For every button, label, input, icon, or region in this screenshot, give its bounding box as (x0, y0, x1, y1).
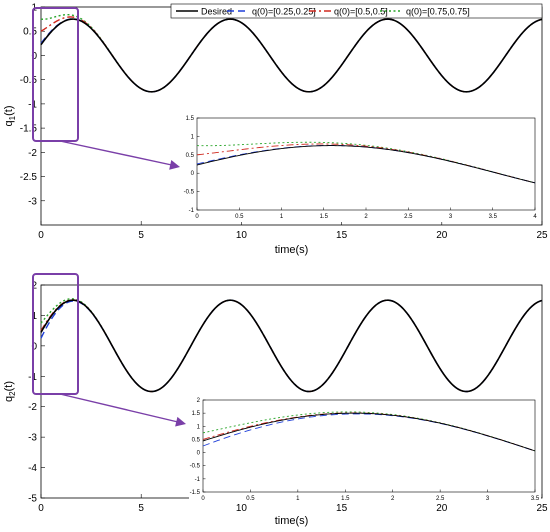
y-tick-label: 0.5 (23, 27, 37, 38)
inset-x-tick-label: 1.5 (320, 214, 329, 220)
inset-background (189, 394, 541, 504)
y-tick-label: 0 (31, 341, 37, 352)
y-tick-label: -2 (28, 148, 37, 159)
inset-x-tick-label: 1.5 (341, 496, 350, 502)
y-tick-label: -1.5 (20, 124, 38, 135)
legend-label: q(0)=[0.5,0.5] (334, 7, 388, 17)
legend-label: Desired (201, 7, 232, 17)
inset-y-tick-label: 1.5 (192, 411, 201, 417)
inset-y-tick-label: 2 (197, 398, 201, 404)
inset-series-line-desired (202, 412, 536, 452)
series-line-q-0-0-25-0-25- (40, 18, 543, 93)
x-axis-label: time(s) (275, 515, 309, 527)
y-axis-label: q2(t) (3, 381, 17, 402)
inset-y-tick-label: -0.5 (184, 190, 195, 196)
inset-y-tick-label: 0 (197, 451, 201, 457)
y-tick-label: -3 (28, 433, 37, 444)
series-line-q-0-0-75-0-75- (40, 298, 543, 393)
inset-y-tick-label: -1 (189, 208, 195, 214)
legend-label: q(0)=[0.75,0.75] (406, 7, 470, 17)
x-tick-label: 10 (236, 230, 248, 241)
inset-x-tick-label: 0 (195, 214, 199, 220)
y-tick-label: 1 (31, 311, 37, 322)
inset-y-tick-label: -1.5 (190, 490, 201, 496)
zoom-arrow-head (169, 159, 180, 170)
series-line-q-0-0-5-0-5- (40, 16, 543, 93)
inset-series-line-q-0-0-5-0-5- (196, 143, 536, 184)
zoom-arrow-line (59, 140, 175, 167)
inset-chart: 0 0.5 1 1.5 2 2.5 3 3.5 4 1.5 1 0.5 0 -0.5 -1 (183, 112, 541, 222)
inset-x-tick-label: 3.5 (489, 214, 498, 220)
y-axis-label-sub: 1 (8, 115, 17, 120)
inset-y-tick-label: 0.5 (192, 437, 201, 443)
zoom-arrow-line (59, 393, 181, 424)
y-axis-label-main: q (3, 120, 15, 126)
y-axis-label-suffix: (t) (3, 106, 15, 116)
inset-chart: 0 0.5 1 1.5 2 2.5 3 3.5 2 1.5 1 0.5 0 -0.5 -1 -1.5 (189, 394, 541, 504)
y-axis-label: q1(t) (3, 106, 17, 127)
y-tick-label: -2.5 (20, 172, 38, 183)
series-line-q-0-0-25-0-25- (40, 299, 543, 393)
legend: Desired q(0)=[0.25,0.25] q(0)=[0.5,0.5] q(0… (170, 3, 543, 19)
y-tick-label: -0.5 (20, 75, 38, 86)
inset-x-tick-label: 2 (364, 214, 368, 220)
series-line-desired (40, 299, 543, 393)
series-line-desired (40, 18, 543, 93)
y-axis-label-main: q (3, 396, 15, 402)
chart-1: 0 5 10 15 20 2510.50-0.5-1-1.5-2-2.5-3time(s)… (3, 3, 548, 257)
inset-x-tick-label: 3 (486, 496, 490, 502)
x-tick-label: 0 (38, 503, 44, 514)
inset-x-tick-label: 3.5 (531, 496, 540, 502)
inset-x-tick-label: 2.5 (404, 214, 413, 220)
inset-x-tick-label: 2 (391, 496, 395, 502)
series-line-q-0-0-75-0-75- (40, 14, 543, 93)
x-tick-label: 5 (138, 230, 144, 241)
inset-y-tick-label: 0 (191, 171, 195, 177)
x-tick-label: 25 (536, 503, 548, 514)
y-tick-label: -4 (28, 463, 37, 474)
inset-y-tick-label: -1 (195, 477, 201, 483)
y-tick-label: 2 (31, 281, 37, 292)
y-tick-label: -3 (28, 196, 37, 207)
inset-x-tick-label: 4 (533, 214, 537, 220)
inset-y-tick-label: 1.5 (186, 116, 195, 122)
inset-background (183, 112, 541, 222)
inset-y-tick-label: 1 (197, 424, 201, 430)
inset-y-tick-label: 0.5 (186, 153, 195, 159)
inset-x-tick-label: 0.5 (235, 214, 244, 220)
x-tick-label: 25 (536, 230, 548, 241)
x-axis-label: time(s) (275, 244, 309, 256)
x-tick-label: 15 (336, 503, 348, 514)
inset-x-tick-label: 1 (296, 496, 300, 502)
x-tick-label: 5 (138, 503, 144, 514)
x-tick-label: 15 (336, 230, 348, 241)
series-line-q-0-0-5-0-5- (40, 299, 543, 393)
x-tick-label: 10 (236, 503, 248, 514)
y-tick-label: -5 (28, 494, 37, 505)
inset-x-tick-label: 3 (449, 214, 453, 220)
inset-series-line-desired (196, 145, 536, 184)
inset-y-tick-label: -0.5 (190, 464, 201, 470)
x-tick-label: 0 (38, 230, 44, 241)
zoom-highlight-box (32, 273, 79, 395)
y-tick-label: -2 (28, 402, 37, 413)
zoom-highlight-box (32, 7, 79, 142)
inset-series-line-q-0-0-25-0-25- (202, 413, 536, 452)
legend-label: q(0)=[0.25,0.25] (252, 7, 316, 17)
y-axis-label-sub: 2 (8, 391, 17, 396)
inset-x-tick-label: 2.5 (436, 496, 445, 502)
inset-x-tick-label: 0.5 (246, 496, 255, 502)
y-tick-label: 0 (31, 51, 37, 62)
inset-x-tick-label: 1 (280, 214, 284, 220)
legend-box (170, 3, 543, 19)
inset-y-tick-label: 1 (191, 134, 195, 140)
zoom-arrow-head (175, 416, 186, 427)
inset-x-tick-label: 0 (201, 496, 205, 502)
x-tick-label: 20 (436, 503, 448, 514)
x-tick-label: 20 (436, 230, 448, 241)
y-axis-label-suffix: (t) (3, 381, 15, 391)
